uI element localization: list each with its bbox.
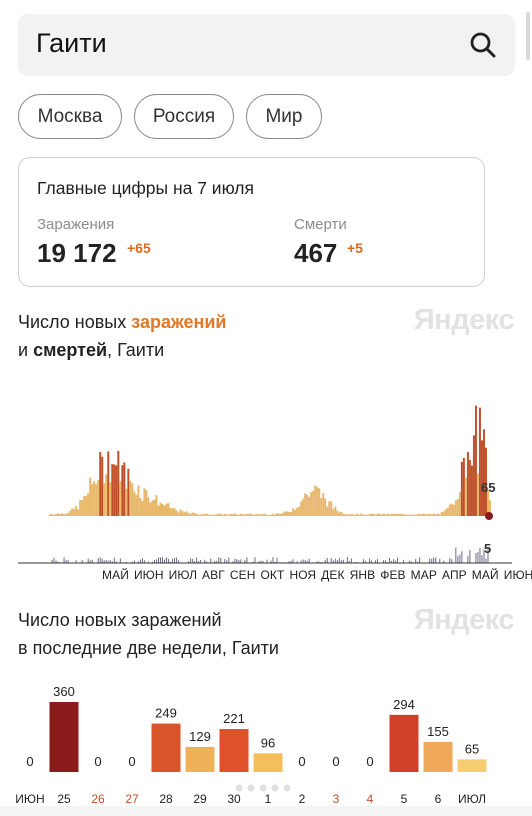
category-label: 28 xyxy=(159,792,173,806)
category-label: 3 xyxy=(333,792,340,806)
title-line-2: в последние две недели, Гаити xyxy=(18,638,279,658)
bar-28 xyxy=(151,723,181,772)
last-infections-label: 65 xyxy=(481,480,495,495)
category-label: ИЮН xyxy=(15,792,44,806)
deaths-label: Смерти xyxy=(294,216,347,233)
carousel-dot xyxy=(235,784,243,792)
category-label: 30 xyxy=(227,792,241,806)
deaths-series xyxy=(51,546,489,563)
last-value-dot xyxy=(485,512,493,520)
bar-value-label: 0 xyxy=(128,754,135,769)
bar-value-label: 65 xyxy=(465,741,479,756)
bar-value-label: 129 xyxy=(189,729,211,744)
category-label: 2 xyxy=(299,792,306,806)
timeline-chart-title: Число новых заражений и смертей, Гаити xyxy=(18,308,227,364)
month-label: ФЕВ xyxy=(380,568,406,582)
infections-value: 19 172 xyxy=(37,238,117,268)
two-weeks-bar-chart[interactable]: 0ИЮН360250260272492812929221309610203042… xyxy=(0,670,532,810)
title-infections-word: заражений xyxy=(131,312,227,332)
bar-value-label: 0 xyxy=(94,754,101,769)
bar-value-label: 155 xyxy=(427,724,449,739)
carousel-dot xyxy=(283,784,291,792)
bottom-edge xyxy=(0,806,532,816)
deaths-value: 467 xyxy=(294,238,338,268)
bar-value-label: 294 xyxy=(393,697,415,712)
last-deaths-label: 5 xyxy=(484,541,491,556)
yandex-watermark: Яндекс xyxy=(413,304,515,336)
infections-series xyxy=(49,405,491,516)
bar-value-label: 0 xyxy=(298,754,305,769)
bar-ИЮЛ xyxy=(457,759,487,772)
bar-1 xyxy=(253,753,283,772)
main-stats-card: Главные цифры на 7 июля Заражения 19 172… xyxy=(18,157,485,287)
stats-title: Главные цифры на 7 июля xyxy=(37,178,254,198)
infections-delta: +65 xyxy=(127,240,151,256)
chip-moscow[interactable]: Москва xyxy=(18,94,122,139)
infections-label: Заражения xyxy=(37,216,115,233)
category-label: 29 xyxy=(193,792,207,806)
month-label: ИЮН xyxy=(133,568,164,582)
category-label: 26 xyxy=(91,792,105,806)
category-label: 4 xyxy=(367,792,374,806)
bar-value-label: 360 xyxy=(53,684,75,699)
two-weeks-chart-title: Число новых заражений в последние две не… xyxy=(18,606,279,662)
carousel-dot xyxy=(271,784,279,792)
bar-25 xyxy=(49,702,79,772)
bar-30 xyxy=(219,729,249,772)
month-label: ОКТ xyxy=(260,568,285,582)
month-label: МАЙ xyxy=(471,568,499,582)
month-label: АВГ xyxy=(202,568,225,582)
title-text-3: , Гаити xyxy=(107,340,165,360)
bar-value-label: 249 xyxy=(155,706,177,721)
title-text-1: Число новых xyxy=(18,312,132,332)
yandex-watermark: Яндекс xyxy=(413,604,515,636)
bar-value-label: 0 xyxy=(26,754,33,769)
month-label: МАЙ xyxy=(102,568,129,582)
timeline-chart[interactable]: 65 5 xyxy=(0,375,532,570)
search-input[interactable]: Гаити xyxy=(36,28,107,58)
month-label: ЯНВ xyxy=(349,568,376,582)
month-axis: МАЙ ИЮН ИЮЛ АВГ СЕН ОКТ НОЯ ДЕК ЯНВ ФЕВ МАР АПР МАЙ И… xyxy=(102,568,532,582)
bar-29 xyxy=(185,746,215,772)
title-deaths-word: смертей xyxy=(33,340,108,360)
category-label: 1 xyxy=(265,792,272,806)
bar-value-label: 96 xyxy=(261,735,275,750)
carousel-dot xyxy=(247,784,255,792)
month-label: НОЯ xyxy=(289,568,317,582)
month-label: ИЮЛ xyxy=(168,568,198,582)
bar-value-label: 0 xyxy=(332,754,339,769)
month-label: ИЮН xyxy=(503,568,532,582)
search-icon[interactable] xyxy=(469,31,497,59)
month-label: ДЕК xyxy=(321,568,345,582)
carousel-dot xyxy=(259,784,267,792)
category-label: 5 xyxy=(401,792,408,806)
title-line-1: Число новых заражений xyxy=(18,610,222,630)
chip-world[interactable]: Мир xyxy=(246,94,322,139)
deaths-delta: +5 xyxy=(347,240,363,256)
bar-6 xyxy=(423,741,453,772)
bar-5 xyxy=(389,714,419,772)
category-label: 6 xyxy=(435,792,442,806)
category-label: 25 xyxy=(57,792,71,806)
category-label: 27 xyxy=(125,792,139,806)
scrollbar[interactable] xyxy=(526,12,530,60)
month-label: МАР xyxy=(410,568,437,582)
search-bar[interactable]: Гаити xyxy=(18,14,515,76)
bar-value-label: 221 xyxy=(223,711,245,726)
chip-russia[interactable]: Россия xyxy=(134,94,234,139)
month-label: АПР xyxy=(441,568,467,582)
month-label: СЕН xyxy=(229,568,256,582)
category-label: ИЮЛ xyxy=(458,792,486,806)
title-text-2: и xyxy=(18,340,34,360)
bar-value-label: 0 xyxy=(366,754,373,769)
